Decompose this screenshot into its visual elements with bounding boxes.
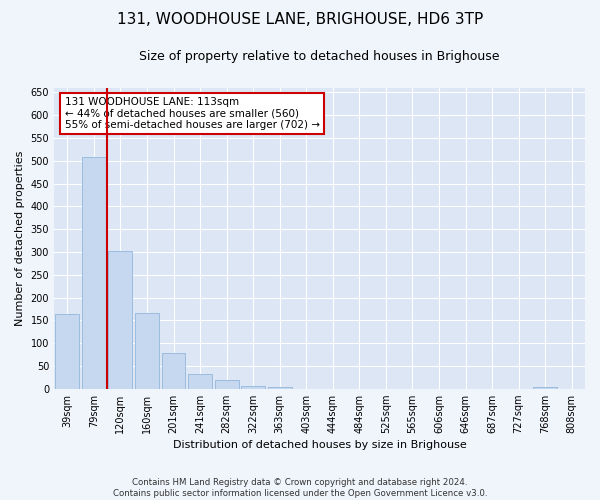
Bar [55,314,79,388]
Bar [161,353,185,388]
Bar [188,374,212,388]
Bar [82,157,106,388]
Bar [215,380,239,388]
Bar [109,251,133,388]
Bar [268,387,292,388]
Bar [241,386,265,388]
Bar [533,387,557,388]
Bar [135,314,159,388]
Title: Size of property relative to detached houses in Brighouse: Size of property relative to detached ho… [139,50,500,63]
Text: Contains HM Land Registry data © Crown copyright and database right 2024.
Contai: Contains HM Land Registry data © Crown c… [113,478,487,498]
X-axis label: Distribution of detached houses by size in Brighouse: Distribution of detached houses by size … [173,440,466,450]
Text: 131 WOODHOUSE LANE: 113sqm
← 44% of detached houses are smaller (560)
55% of sem: 131 WOODHOUSE LANE: 113sqm ← 44% of deta… [65,97,320,130]
Text: 131, WOODHOUSE LANE, BRIGHOUSE, HD6 3TP: 131, WOODHOUSE LANE, BRIGHOUSE, HD6 3TP [117,12,483,28]
Y-axis label: Number of detached properties: Number of detached properties [15,150,25,326]
